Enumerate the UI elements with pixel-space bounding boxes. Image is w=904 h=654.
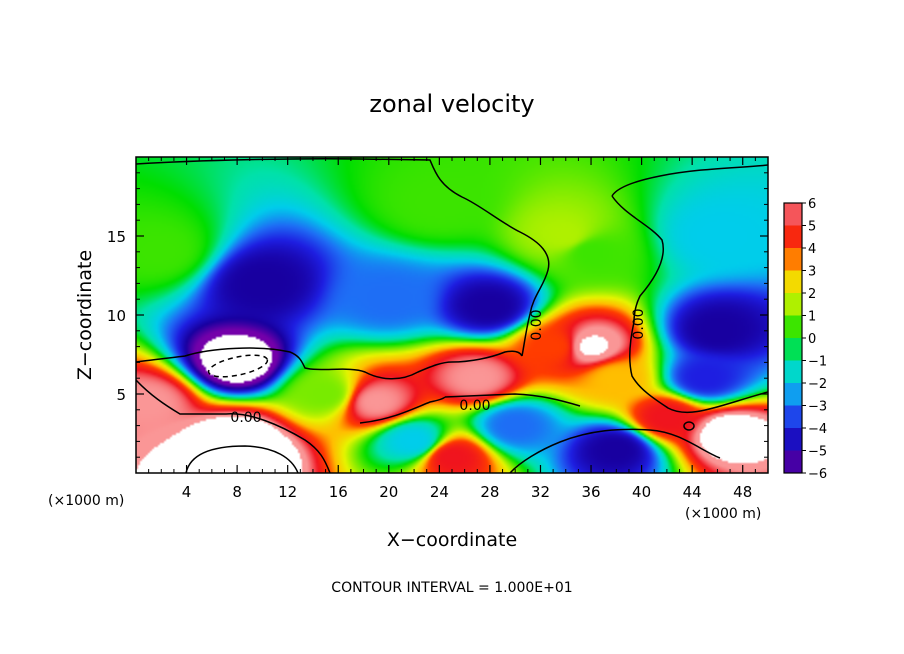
x-tick-label: 28 [480,483,499,501]
contour-label: 0.00 [459,398,490,414]
zero-contour-line [136,347,523,380]
x-tick-label: 40 [632,483,651,501]
x-tick-label: 48 [733,483,752,501]
x-tick-label: 12 [278,483,297,501]
zero-contour-line [359,396,446,424]
colorbar-tick-label: −6 [808,467,827,482]
zero-contour-line [444,393,581,407]
zero-contour-line [629,321,768,414]
zero-contour-line [509,428,721,473]
x-tick-label: 36 [581,483,600,501]
colorbar-swatch [784,338,802,361]
x-tick-label: 32 [531,483,550,501]
contour-label: 0.00 [529,309,545,340]
colorbar-swatch [784,225,802,249]
colorbar-tick-label: −2 [808,377,827,392]
small-contour-loop [683,421,695,431]
x-axis-label: X−coordinate [387,529,517,551]
contour-label: 0.00 [230,410,261,426]
x-unit-label-left: (×1000 m) [48,493,124,509]
inner-contour-line [185,445,299,473]
x-tick-label: 20 [379,483,398,501]
x-axis: 4 8 12 16 20 24 28 32 36 40 44 48 [148,157,756,501]
colorbar-tick-label: −5 [808,445,827,460]
zero-contours [136,158,768,473]
x-tick-label: 16 [329,483,348,501]
colorbar-tick-label: −4 [808,422,827,437]
chart-title: zonal velocity [369,90,534,118]
y-axis-label: Z−coordinate [74,250,96,380]
zero-contour-line [136,158,550,357]
colorbar: 6 5 4 3 2 1 0 −1 −2 −3 −4 −5 −6 [783,197,827,482]
colorbar-swatch [784,315,802,339]
colorbar-swatch [784,383,802,406]
colorbar-swatch [784,270,802,294]
colorbar-swatch [784,360,802,384]
zero-contour-line [611,164,768,197]
plot-area: 0.00 0.00 0.00 0.00 [136,157,768,473]
colorbar-tick-label: 5 [808,220,816,235]
heatmap-field [136,157,768,473]
colorbar-tick-label: −1 [808,355,827,370]
colorbar-swatch [784,428,802,451]
colorbar-swatch [784,248,802,271]
y-axis: 5 10 15 [107,172,768,458]
colorbar-swatch [784,450,802,474]
contour-label: 0.00 [631,308,647,339]
x-tick-label: 24 [430,483,449,501]
zero-contour-line [611,195,664,323]
colorbar-swatch [784,203,802,226]
colorbar-tick-label: 0 [808,332,816,347]
colorbar-tick-label: 3 [808,265,816,280]
x-tick-label: 8 [232,483,242,501]
x-tick-label: 44 [683,483,702,501]
x-unit-label-right: (×1000 m) [685,506,761,522]
colorbar-swatch [784,293,802,316]
y-tick-label: 10 [107,307,126,325]
contour-labels: 0.00 0.00 0.00 0.00 [230,308,647,426]
contour-interval-note: CONTOUR INTERVAL = 1.000E+01 [331,580,572,596]
y-tick-label: 5 [116,386,126,404]
zero-contour-line [136,379,331,473]
x-tick-label: 4 [182,483,192,501]
colorbar-tick-label: 2 [808,287,816,302]
colorbar-swatch [784,405,802,429]
colorbar-tick-label: 1 [808,310,816,325]
colorbar-tick-label: −3 [808,400,827,415]
colorbar-tick-label: 4 [808,242,816,257]
colorbar-tick-label: 6 [808,197,816,212]
y-tick-label: 15 [107,228,126,246]
